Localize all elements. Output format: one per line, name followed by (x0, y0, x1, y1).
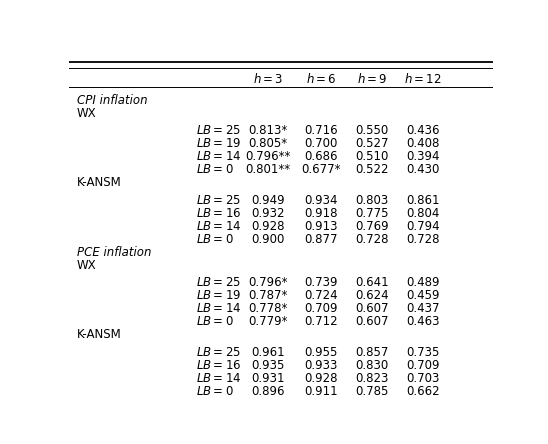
Text: $LB=0$: $LB=0$ (196, 385, 233, 397)
Text: $LB=14$: $LB=14$ (196, 302, 241, 315)
Text: $LB=0$: $LB=0$ (196, 233, 233, 246)
Text: 0.739: 0.739 (305, 276, 338, 289)
Text: 0.662: 0.662 (406, 385, 440, 397)
Text: 0.796**: 0.796** (246, 151, 291, 163)
Text: $h=9$: $h=9$ (357, 72, 387, 86)
Text: 0.728: 0.728 (407, 233, 440, 246)
Text: 0.961: 0.961 (252, 345, 285, 359)
Text: 0.510: 0.510 (356, 151, 389, 163)
Text: 0.436: 0.436 (407, 124, 440, 137)
Text: $LB=25$: $LB=25$ (196, 345, 241, 359)
Text: 0.769: 0.769 (355, 220, 389, 233)
Text: 0.522: 0.522 (356, 163, 389, 176)
Text: 0.624: 0.624 (355, 289, 389, 302)
Text: 0.861: 0.861 (407, 194, 440, 207)
Text: 0.716: 0.716 (304, 124, 338, 137)
Text: 0.933: 0.933 (305, 359, 338, 372)
Text: $h=6$: $h=6$ (306, 72, 336, 86)
Text: 0.911: 0.911 (304, 385, 338, 397)
Text: 0.430: 0.430 (407, 163, 440, 176)
Text: 0.823: 0.823 (356, 372, 389, 385)
Text: 0.804: 0.804 (407, 207, 440, 220)
Text: 0.607: 0.607 (356, 302, 389, 315)
Text: 0.686: 0.686 (305, 151, 338, 163)
Text: 0.785: 0.785 (356, 385, 389, 397)
Text: K-ANSM: K-ANSM (77, 176, 122, 189)
Text: 0.935: 0.935 (252, 359, 285, 372)
Text: 0.489: 0.489 (407, 276, 440, 289)
Text: 0.463: 0.463 (407, 315, 440, 328)
Text: 0.735: 0.735 (407, 345, 440, 359)
Text: 0.857: 0.857 (356, 345, 389, 359)
Text: K-ANSM: K-ANSM (77, 328, 122, 341)
Text: $LB=14$: $LB=14$ (196, 220, 241, 233)
Text: 0.796*: 0.796* (248, 276, 288, 289)
Text: $LB=0$: $LB=0$ (196, 163, 233, 176)
Text: 0.712: 0.712 (304, 315, 338, 328)
Text: 0.931: 0.931 (252, 372, 285, 385)
Text: $h=3$: $h=3$ (253, 72, 283, 86)
Text: 0.877: 0.877 (305, 233, 338, 246)
Text: 0.779*: 0.779* (248, 315, 288, 328)
Text: 0.724: 0.724 (304, 289, 338, 302)
Text: 0.801**: 0.801** (246, 163, 290, 176)
Text: 0.778*: 0.778* (248, 302, 288, 315)
Text: 0.728: 0.728 (356, 233, 389, 246)
Text: 0.830: 0.830 (356, 359, 389, 372)
Text: 0.641: 0.641 (355, 276, 389, 289)
Text: WX: WX (77, 259, 96, 272)
Text: 0.703: 0.703 (407, 372, 440, 385)
Text: $LB=14$: $LB=14$ (196, 372, 241, 385)
Text: 0.700: 0.700 (305, 137, 338, 151)
Text: 0.934: 0.934 (305, 194, 338, 207)
Text: 0.928: 0.928 (252, 220, 285, 233)
Text: 0.607: 0.607 (356, 315, 389, 328)
Text: 0.775: 0.775 (356, 207, 389, 220)
Text: WX: WX (77, 107, 96, 120)
Text: PCE inflation: PCE inflation (77, 246, 151, 259)
Text: $LB=16$: $LB=16$ (196, 359, 241, 372)
Text: $LB=25$: $LB=25$ (196, 194, 241, 207)
Text: 0.900: 0.900 (252, 233, 285, 246)
Text: 0.394: 0.394 (407, 151, 440, 163)
Text: 0.408: 0.408 (407, 137, 440, 151)
Text: 0.787*: 0.787* (248, 289, 288, 302)
Text: 0.896: 0.896 (252, 385, 285, 397)
Text: $LB=14$: $LB=14$ (196, 151, 241, 163)
Text: 0.459: 0.459 (407, 289, 440, 302)
Text: 0.437: 0.437 (407, 302, 440, 315)
Text: 0.913: 0.913 (305, 220, 338, 233)
Text: 0.527: 0.527 (356, 137, 389, 151)
Text: CPI inflation: CPI inflation (77, 94, 147, 107)
Text: 0.709: 0.709 (305, 302, 338, 315)
Text: $LB=25$: $LB=25$ (196, 124, 241, 137)
Text: 0.949: 0.949 (252, 194, 285, 207)
Text: 0.955: 0.955 (305, 345, 338, 359)
Text: $LB=0$: $LB=0$ (196, 315, 233, 328)
Text: $LB=16$: $LB=16$ (196, 207, 241, 220)
Text: 0.794: 0.794 (406, 220, 440, 233)
Text: 0.918: 0.918 (305, 207, 338, 220)
Text: $LB=25$: $LB=25$ (196, 276, 241, 289)
Text: 0.805*: 0.805* (249, 137, 288, 151)
Text: $LB=19$: $LB=19$ (196, 137, 241, 151)
Text: 0.803: 0.803 (356, 194, 389, 207)
Text: 0.550: 0.550 (356, 124, 389, 137)
Text: 0.932: 0.932 (252, 207, 285, 220)
Text: 0.928: 0.928 (305, 372, 338, 385)
Text: 0.677*: 0.677* (301, 163, 341, 176)
Text: 0.813*: 0.813* (248, 124, 288, 137)
Text: 0.709: 0.709 (407, 359, 440, 372)
Text: $LB=19$: $LB=19$ (196, 289, 241, 302)
Text: $h=12$: $h=12$ (404, 72, 442, 86)
